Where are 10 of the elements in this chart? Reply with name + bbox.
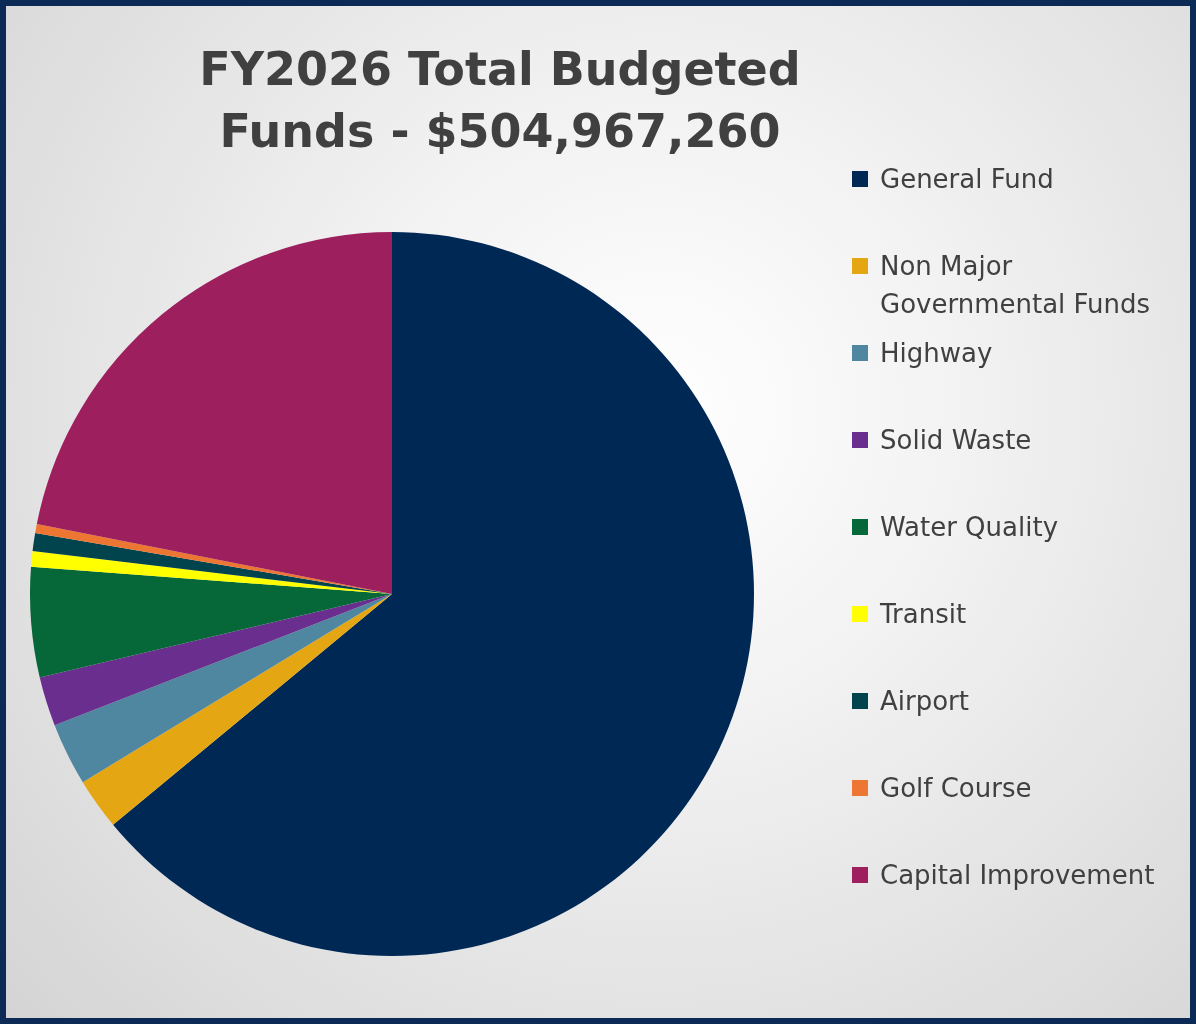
legend-label: General Fund	[880, 163, 1054, 196]
legend-label: Capital Improvement	[880, 859, 1155, 892]
legend-label: Airport	[880, 685, 969, 718]
legend-label: Water Quality	[880, 511, 1059, 544]
legend-label: Golf Course	[880, 772, 1032, 805]
legend-label: Highway	[880, 337, 993, 370]
legend-label: Non Major Governmental Funds	[880, 250, 1152, 321]
legend-label: Solid Waste	[880, 424, 1032, 457]
legend-label: Transit	[880, 598, 967, 631]
chart-title: FY2026 Total Budgeted Funds - $504,967,260	[198, 41, 802, 160]
